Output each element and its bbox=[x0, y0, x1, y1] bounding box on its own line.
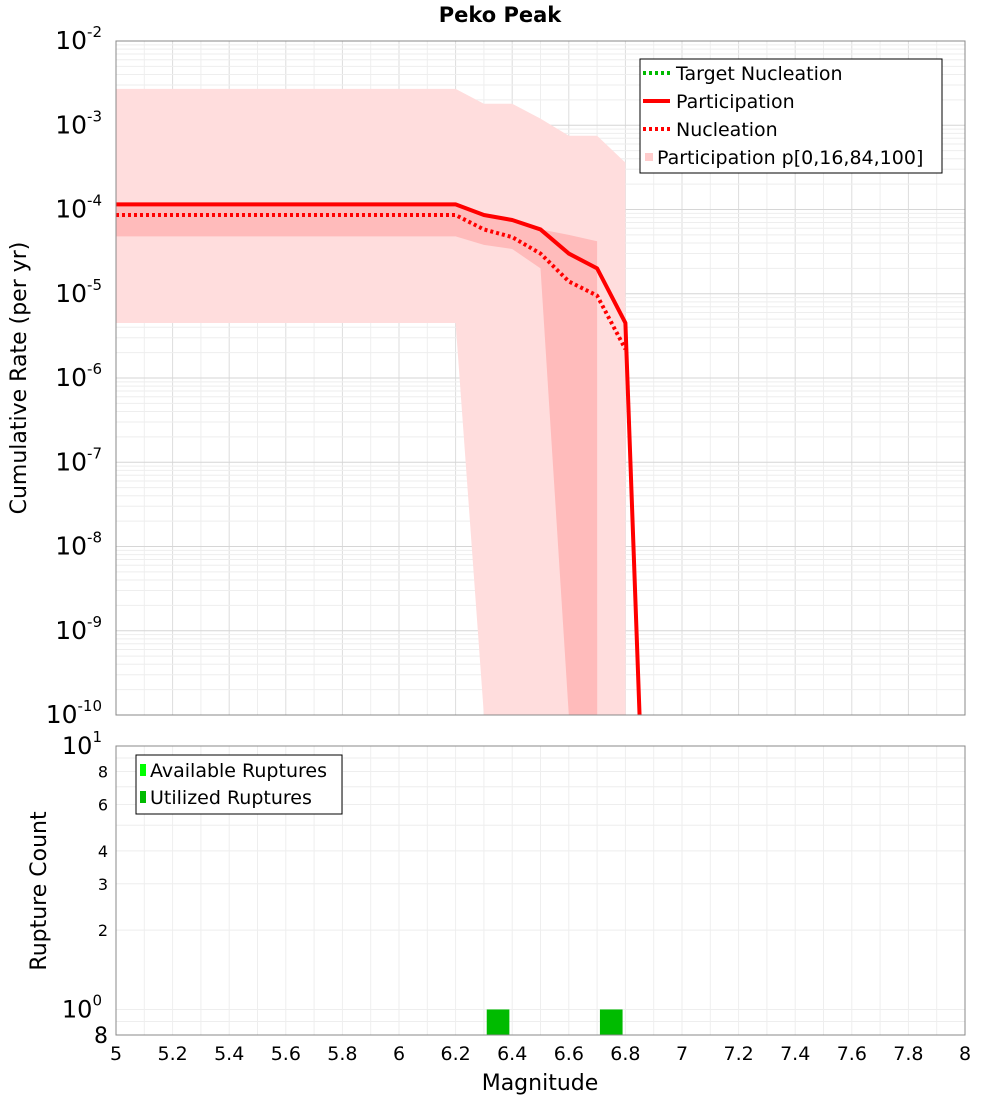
y-tick-label: 101 bbox=[62, 728, 102, 760]
y-tick-label: 3 bbox=[98, 875, 108, 894]
count-chart-bars bbox=[486, 1009, 623, 1035]
x-tick-label: 6.6 bbox=[554, 1043, 584, 1065]
rate-chart-y-ticks: 10-2 10-3 10-4 10-5 10-6 10-7 10-8 10-9 10-10 bbox=[46, 23, 102, 729]
y-tick-label: 10-4 bbox=[55, 192, 102, 224]
y-tick-label: 10-8 bbox=[55, 529, 102, 561]
x-tick-label: 7.4 bbox=[780, 1043, 810, 1065]
rate-chart: 10-2 10-3 10-4 10-5 10-6 10-7 10-8 10-9 10-10 Cu… bbox=[7, 23, 966, 729]
y-tick-label: 10-9 bbox=[55, 613, 102, 645]
series-line-participation bbox=[116, 202, 642, 716]
legend-swatch bbox=[140, 764, 146, 776]
y-tick-label: 10-2 bbox=[55, 23, 102, 55]
count-legend-box bbox=[135, 754, 343, 815]
x-tick-label: 5.6 bbox=[271, 1043, 301, 1065]
y-tick-label: 2 bbox=[98, 921, 108, 940]
rate-chart-lines bbox=[116, 202, 642, 716]
x-tick-label: 8 bbox=[959, 1043, 971, 1065]
x-tick-label: 6.8 bbox=[610, 1043, 640, 1065]
rate-chart-bands bbox=[116, 88, 626, 716]
x-tick-label: 5.8 bbox=[327, 1043, 357, 1065]
y-tick-label: 10-7 bbox=[55, 444, 102, 476]
count-chart-frame bbox=[115, 745, 966, 1036]
y-tick-label: 8 bbox=[94, 1024, 108, 1049]
band-p16-p84 bbox=[116, 204, 598, 715]
legend-swatch bbox=[645, 153, 653, 161]
x-tick-label: 5.4 bbox=[214, 1043, 244, 1065]
legend-swatch bbox=[140, 791, 146, 803]
x-tick-label: 6 bbox=[393, 1043, 405, 1065]
y-tick-label: 10-3 bbox=[55, 107, 102, 139]
x-axis-label: Magnitude bbox=[482, 1071, 599, 1096]
rate-chart-frame bbox=[115, 40, 966, 716]
bar-utilized-ruptures bbox=[599, 1009, 623, 1035]
y-tick-label: 10-5 bbox=[55, 276, 102, 308]
count-y-axis-label: Rupture Count bbox=[27, 811, 52, 971]
count-chart-x-ticks: 5 5.2 5.4 5.6 5.8 6 6.2 6.4 6.6 6.8 7 7.2 7.4 7.6 7.8 8 bbox=[110, 1043, 971, 1065]
rate-y-axis-label: Cumulative Rate (per yr) bbox=[7, 242, 32, 515]
legend-label: Nucleation bbox=[676, 119, 778, 141]
x-tick-label: 6.4 bbox=[497, 1043, 527, 1065]
chart-title: Peko Peak bbox=[439, 3, 563, 27]
legend-label: Participation bbox=[676, 91, 795, 113]
rate-legend-box bbox=[639, 58, 943, 174]
count-legend: Available Ruptures Utilized Ruptures bbox=[135, 754, 343, 815]
y-tick-label: 100 bbox=[62, 991, 102, 1023]
series-line-nucleation bbox=[116, 213, 628, 351]
x-tick-label: 5 bbox=[110, 1043, 122, 1065]
legend-label: Target Nucleation bbox=[675, 63, 843, 85]
x-tick-label: 7.6 bbox=[837, 1043, 867, 1065]
y-tick-label: 6 bbox=[98, 795, 108, 814]
y-tick-label: 4 bbox=[98, 842, 108, 861]
legend-label: Participation p[0,16,84,100] bbox=[657, 147, 923, 169]
y-tick-label: 10-10 bbox=[46, 697, 102, 729]
x-tick-label: 7 bbox=[676, 1043, 688, 1065]
legend-label: Available Ruptures bbox=[150, 760, 327, 782]
x-tick-label: 5.2 bbox=[157, 1043, 187, 1065]
x-tick-label: 7.2 bbox=[723, 1043, 753, 1065]
x-tick-label: 7.8 bbox=[893, 1043, 923, 1065]
x-tick-label: 6.2 bbox=[440, 1043, 470, 1065]
bar-utilized-ruptures bbox=[486, 1009, 510, 1035]
rate-legend: Target Nucleation Participation Nucleation… bbox=[639, 58, 943, 174]
legend-label: Utilized Ruptures bbox=[150, 787, 312, 809]
y-tick-label: 10-6 bbox=[55, 360, 102, 392]
y-tick-label: 8 bbox=[98, 763, 108, 782]
